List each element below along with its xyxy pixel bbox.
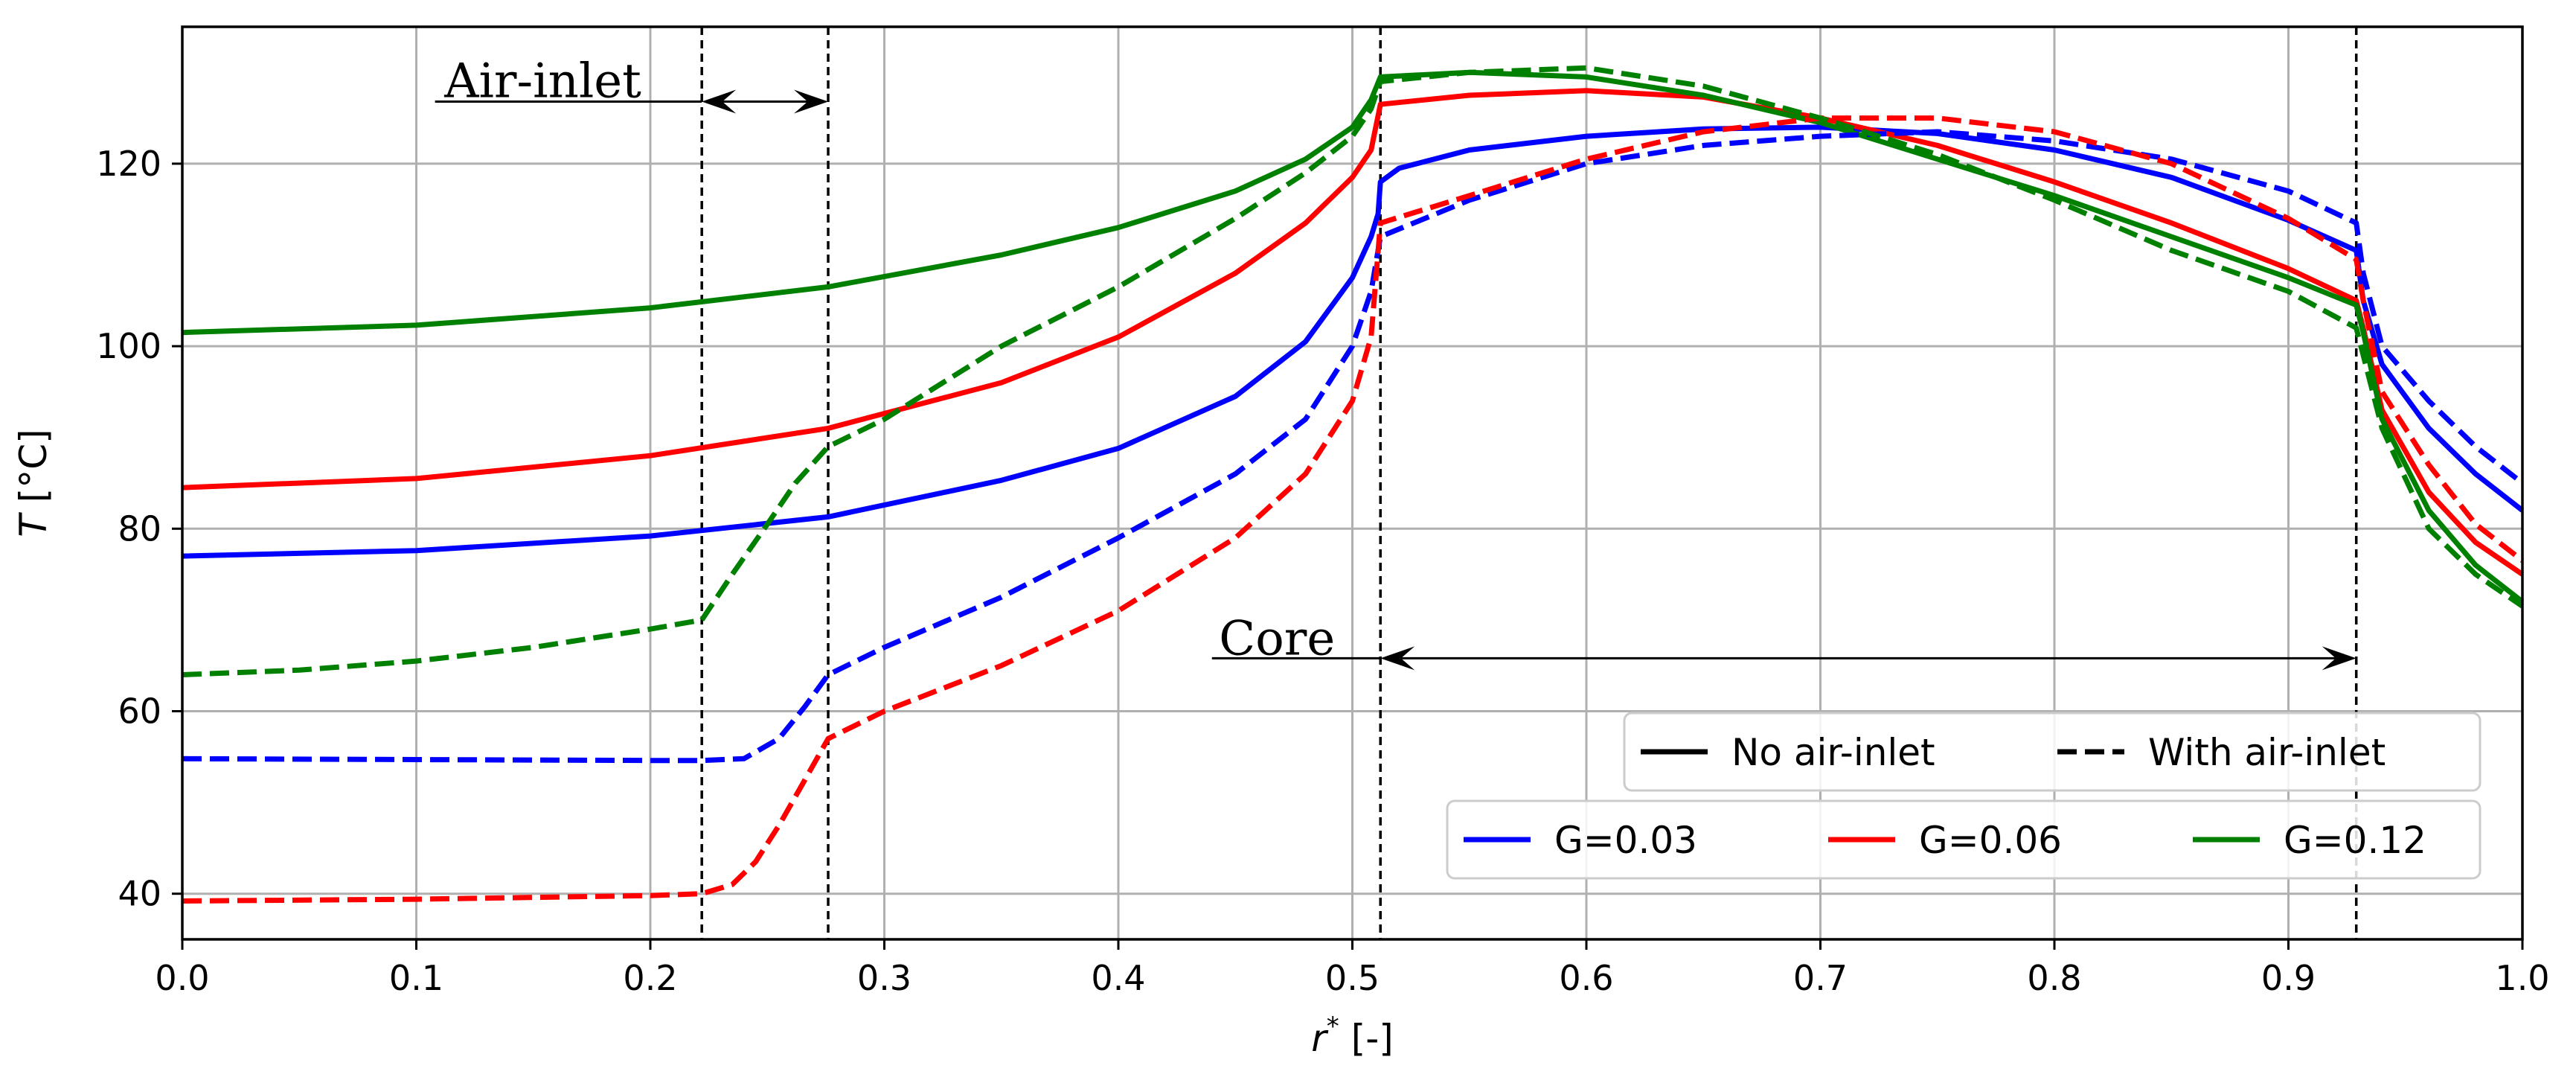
x-tick-label: 1.0 [2495, 958, 2549, 998]
legend-entry-label: With air-inlet [2148, 731, 2386, 774]
x-tick-label: 0.9 [2261, 958, 2316, 998]
x-tick-label: 0.0 [155, 958, 209, 998]
annotation-label: Air-inlet [443, 54, 641, 109]
legend-entry-label: No air-inlet [1731, 731, 1935, 774]
x-tick-label: 0.2 [623, 958, 677, 998]
x-tick-label: 0.1 [389, 958, 443, 998]
arrow-head [702, 89, 737, 114]
arrow-head [2322, 646, 2356, 671]
series-line [182, 69, 2525, 604]
y-axis-var: T [12, 512, 55, 537]
x-tick-label: 0.7 [1793, 958, 1848, 998]
x-tick-label: 0.5 [1325, 958, 1380, 998]
legend-entry-label: G=0.06 [1919, 819, 2062, 862]
legend-entry-label: G=0.12 [2284, 819, 2426, 862]
x-tick-label: 0.6 [1559, 958, 1613, 998]
x-tick-label: 0.8 [2027, 958, 2081, 998]
series-line [182, 129, 2525, 764]
x-tick-label: 0.3 [857, 958, 911, 998]
y-axis-unit: [°C] [12, 429, 55, 514]
legend-series-color: G=0.03 G=0.06 G=0.12 [1446, 799, 2482, 880]
arrow-head [794, 89, 829, 114]
x-tick-label: 0.4 [1091, 958, 1145, 998]
series-line [182, 65, 2524, 677]
data-series [182, 65, 2525, 904]
axis-ticks: 0.0 0.1 0.2 0.3 0.4 0.5 0.6 0.7 0.8 0.9 1.0 40 60 80 1… [96, 144, 2549, 998]
y-tick-label: 60 [118, 691, 161, 732]
legend-frame [1446, 799, 2482, 880]
y-tick-label: 120 [96, 144, 161, 184]
legend-frame [1623, 712, 2482, 792]
legend-line-style: No air-inlet With air-inlet [1623, 712, 2482, 792]
legend-entry-label: G=0.03 [1554, 819, 1697, 862]
x-axis-label: r* [-] [1311, 1012, 1394, 1060]
y-tick-label: 100 [96, 326, 161, 366]
series-line [182, 124, 2525, 559]
y-tick-label: 40 [118, 874, 161, 914]
x-axis-var: r [1311, 1017, 1329, 1060]
y-axis-label: T [°C] [12, 429, 55, 537]
y-tick-label: 80 [118, 508, 161, 549]
arrow-head [1380, 646, 1415, 671]
x-axis-sup: * [1327, 1012, 1339, 1041]
series-line [182, 115, 2525, 904]
x-axis-unit: [-] [1339, 1017, 1394, 1060]
